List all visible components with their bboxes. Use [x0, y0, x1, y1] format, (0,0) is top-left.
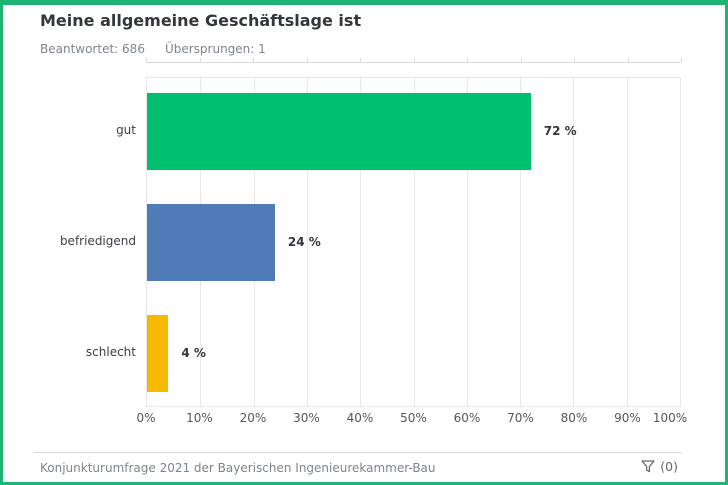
value-label-befriedigend: 24 %: [287, 235, 321, 249]
top-axis-tick: [520, 58, 522, 62]
x-tick-label: 60%: [453, 411, 481, 425]
gridline: [466, 78, 468, 406]
top-axis-tick: [146, 58, 147, 62]
y-axis-category-labels: gut befriedigend schlecht: [3, 77, 136, 407]
question-title: Meine allgemeine Geschäftslage ist: [40, 11, 362, 30]
top-axis-tick: [413, 58, 415, 62]
bar-schlecht[interactable]: [147, 315, 169, 392]
response-stats: Beantwortet: 686 Übersprungen: 1: [40, 42, 286, 56]
category-label-befriedigend: befriedigend: [59, 234, 136, 248]
footer-divider: [34, 452, 682, 453]
bar-chart-plot-area: 72 % 24 % 4 %: [146, 77, 681, 407]
skipped-value: 1: [258, 42, 266, 56]
filter-count: (0): [660, 459, 678, 474]
top-axis-tick: [306, 58, 308, 62]
answered-stat: Beantwortet: 686: [40, 42, 145, 56]
gridline: [520, 78, 522, 406]
x-tick-label: 50%: [400, 411, 427, 425]
survey-source-text: Konjunkturumfrage 2021 der Bayerischen I…: [40, 461, 436, 475]
answered-value: 686: [122, 42, 145, 56]
skipped-stat: Übersprungen: 1: [165, 42, 266, 56]
x-tick-label: 0%: [136, 411, 156, 425]
top-axis-tick: [199, 58, 201, 62]
top-axis-tick: [253, 58, 254, 62]
skipped-label: Übersprungen:: [164, 42, 255, 56]
gridline: [626, 78, 628, 406]
gridline: [413, 78, 415, 406]
top-axis-tick: [574, 58, 575, 62]
bar-gut[interactable]: [147, 93, 531, 170]
gridline: [306, 78, 308, 406]
category-label-schlecht: schlecht: [85, 345, 136, 359]
x-tick-label: 70%: [507, 411, 534, 425]
x-tick-label: 100%: [652, 411, 688, 425]
gridline: [360, 78, 362, 406]
value-label-gut: 72 %: [543, 124, 577, 138]
funnel-icon: [641, 460, 655, 473]
x-axis-tick-labels: 0% 10% 20% 30% 40% 50% 60% 70% 80% 90% 100%: [136, 411, 687, 429]
value-label-schlecht: 4 %: [181, 346, 206, 360]
x-tick-label: 20%: [239, 411, 267, 425]
x-tick-label: 10%: [186, 411, 213, 425]
x-tick-label: 90%: [614, 411, 641, 425]
category-label-gut: gut: [116, 123, 136, 137]
x-tick-label: 30%: [293, 411, 320, 425]
x-tick-label: 80%: [560, 411, 588, 425]
gridline: [573, 78, 575, 406]
filter-button[interactable]: (0): [641, 459, 678, 474]
answered-label: Beantwortet:: [40, 42, 119, 56]
top-axis-tick: [360, 58, 361, 62]
top-axis-tick: [681, 58, 682, 62]
chart-top-axis: [146, 58, 682, 63]
bar-befriedigend[interactable]: [147, 204, 275, 281]
x-tick-label: 40%: [346, 411, 374, 425]
top-axis-tick: [627, 58, 629, 62]
top-axis-tick: [467, 58, 468, 62]
